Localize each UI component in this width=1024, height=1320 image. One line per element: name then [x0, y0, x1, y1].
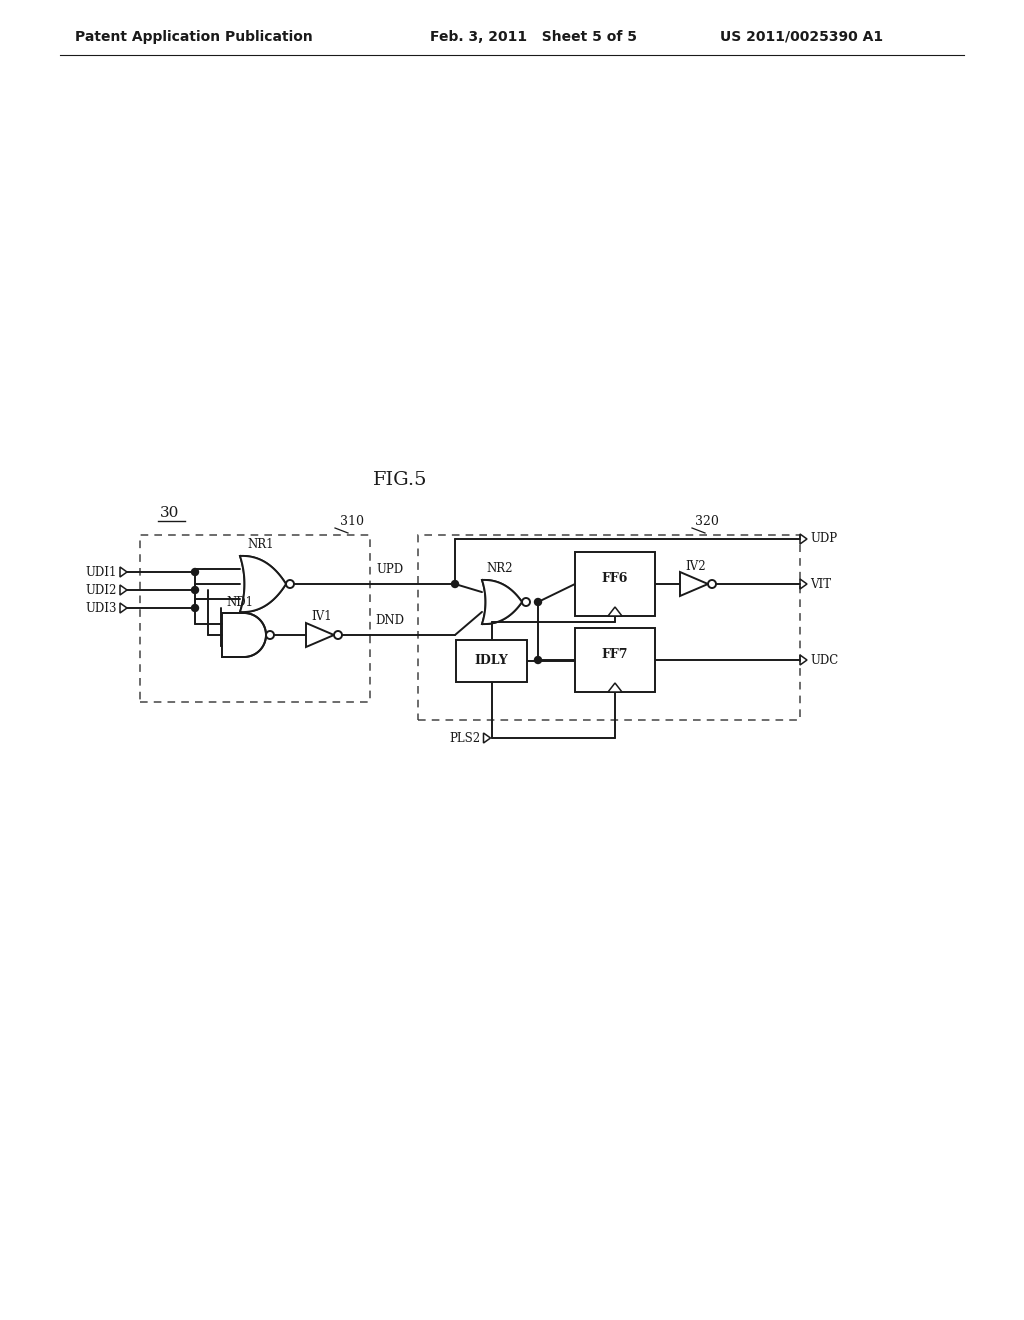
Circle shape [535, 598, 542, 606]
Polygon shape [482, 579, 522, 624]
Circle shape [191, 586, 199, 594]
Circle shape [334, 631, 342, 639]
Polygon shape [456, 640, 527, 682]
Polygon shape [575, 552, 655, 616]
Text: 30: 30 [160, 506, 179, 520]
Polygon shape [575, 628, 655, 692]
Text: UPD: UPD [377, 564, 403, 576]
Circle shape [522, 598, 530, 606]
Polygon shape [306, 623, 334, 647]
Text: UDI1: UDI1 [86, 565, 117, 578]
Text: 320: 320 [695, 515, 719, 528]
Polygon shape [608, 607, 622, 616]
Text: NR1: NR1 [248, 539, 274, 552]
Text: IDLY: IDLY [475, 655, 508, 668]
Text: IV2: IV2 [686, 560, 707, 573]
Text: IV1: IV1 [311, 610, 333, 623]
Text: FF6: FF6 [602, 573, 628, 586]
Text: US 2011/0025390 A1: US 2011/0025390 A1 [720, 30, 883, 44]
Circle shape [535, 656, 542, 664]
Circle shape [266, 631, 274, 639]
Circle shape [452, 581, 459, 587]
Text: FIG.5: FIG.5 [373, 471, 427, 488]
Text: UDI2: UDI2 [86, 583, 117, 597]
Circle shape [708, 579, 716, 587]
Circle shape [286, 579, 294, 587]
Text: ND1: ND1 [226, 595, 254, 609]
Circle shape [191, 605, 199, 611]
Text: PLS2: PLS2 [450, 731, 480, 744]
Polygon shape [680, 572, 708, 597]
Polygon shape [222, 612, 266, 657]
Text: Patent Application Publication: Patent Application Publication [75, 30, 312, 44]
Polygon shape [608, 682, 622, 692]
Text: Feb. 3, 2011   Sheet 5 of 5: Feb. 3, 2011 Sheet 5 of 5 [430, 30, 637, 44]
Text: FF7: FF7 [602, 648, 629, 661]
Text: NR2: NR2 [486, 561, 513, 574]
Text: 310: 310 [340, 515, 364, 528]
Polygon shape [240, 556, 286, 612]
Text: UDI3: UDI3 [85, 602, 117, 615]
Text: DND: DND [376, 614, 404, 627]
Text: UDC: UDC [810, 653, 839, 667]
Text: VIT: VIT [810, 578, 831, 590]
Circle shape [191, 569, 199, 576]
Text: UDP: UDP [810, 532, 838, 545]
